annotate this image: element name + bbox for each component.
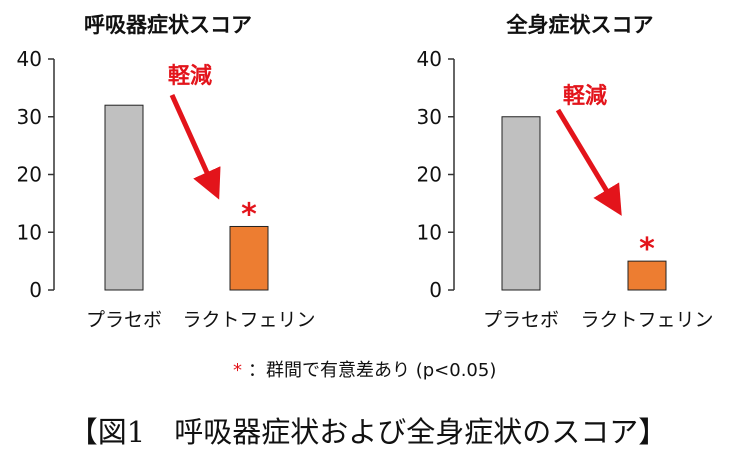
y-axis-ticks: 0 10 20 30 40 (417, 47, 454, 302)
y-tick-label: 30 (17, 105, 42, 129)
y-tick-label: 40 (417, 47, 442, 71)
reduction-arrow (555, 108, 622, 216)
bar-lactoferrin (627, 260, 667, 291)
significance-mark: * (241, 197, 257, 232)
y-tick-label: 40 (17, 47, 42, 71)
chart-title: 呼吸器症状スコア (84, 13, 252, 37)
y-axis-ticks: 0 10 20 30 40 (17, 47, 54, 302)
reduction-label: 軽減 (168, 63, 212, 89)
y-tick-label: 20 (417, 163, 442, 187)
x-axis-labels: プラセボ ラクトフェリン (483, 309, 714, 331)
y-tick-label: 20 (17, 163, 42, 187)
y-tick-label: 10 (417, 220, 442, 244)
y-tick-label: 30 (417, 105, 442, 129)
respiratory-symptom-chart: 呼吸器症状スコア 0 10 20 30 40 プラセボ ラクトフェリン 軽減 * (17, 13, 316, 331)
x-axis-labels: プラセボ ラクトフェリン (86, 309, 316, 331)
significance-mark: * (639, 232, 655, 267)
x-category-label: ラクトフェリン (182, 309, 315, 331)
bar-lactoferrin (229, 225, 269, 291)
y-tick-label: 0 (29, 278, 42, 302)
x-category-label: プラセボ (483, 309, 559, 331)
x-category-label: ラクトフェリン (580, 309, 713, 331)
y-tick-label: 0 (429, 278, 442, 302)
bar-placebo (501, 116, 541, 291)
y-tick-label: 10 (17, 220, 42, 244)
footnote-mark: * (233, 360, 242, 381)
reduction-arrow (169, 93, 221, 200)
figure-caption: 【図1 呼吸器症状および全身症状のスコア】 (69, 415, 667, 449)
bar-placebo (104, 104, 144, 291)
bars (501, 116, 667, 291)
x-category-label: プラセボ (86, 309, 162, 331)
footnote: * ：群間で有意差あり (p<0.05) (233, 360, 496, 381)
chart-title: 全身症状スコア (506, 13, 654, 37)
systemic-symptom-chart: 全身症状スコア 0 10 20 30 40 プラセボ ラクトフェリン 軽減 * (417, 13, 714, 331)
bars (104, 104, 269, 291)
footnote-text: ：群間で有意差あり (p<0.05) (248, 360, 496, 381)
reduction-label: 軽減 (563, 83, 607, 109)
